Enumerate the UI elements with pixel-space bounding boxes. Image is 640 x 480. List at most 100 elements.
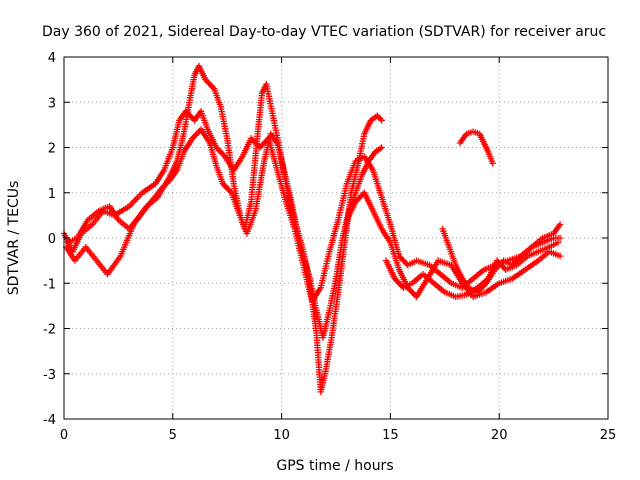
data-point-marker [361, 119, 374, 138]
data-point-marker [419, 271, 436, 285]
x-tick-label: 25 [600, 428, 617, 443]
data-point-marker [469, 268, 486, 282]
data-point-marker [448, 280, 464, 291]
data-point-marker [126, 214, 142, 233]
data-point-marker [180, 96, 193, 138]
data-point-marker [335, 182, 350, 224]
data-point-marker [180, 137, 195, 156]
data-point-marker [369, 207, 384, 231]
data-point-marker [306, 275, 320, 312]
series-track-7 [382, 239, 562, 300]
data-point-marker [482, 281, 501, 296]
data-point-marker [167, 168, 179, 183]
data-point-marker [317, 250, 333, 291]
data-point-marker [187, 74, 198, 101]
data-point-marker [452, 261, 465, 280]
data-point-marker [293, 225, 306, 257]
data-point-marker [204, 126, 219, 149]
data-point-marker [210, 85, 224, 108]
data-point-marker [413, 277, 430, 300]
data-point-marker [84, 209, 101, 224]
data-point-marker [147, 187, 164, 205]
data-point-marker [513, 254, 529, 269]
data-point-marker [528, 236, 545, 251]
data-point-marker [437, 271, 453, 285]
data-point-marker [328, 291, 341, 341]
data-point-marker [252, 160, 267, 215]
data-point-marker [546, 240, 559, 251]
data-point-marker [152, 168, 167, 187]
data-point-marker [202, 76, 216, 91]
y-axis-label: SDTVAR / TECUs [6, 181, 22, 296]
data-point-marker [352, 173, 365, 196]
data-point-marker [509, 267, 527, 282]
data-point-marker [539, 231, 555, 242]
data-series [60, 62, 564, 396]
data-point-marker [361, 189, 376, 212]
series-track-4 [343, 189, 564, 300]
data-point-marker [73, 218, 90, 242]
data-point-marker [130, 205, 149, 228]
y-tick-label: 0 [48, 232, 56, 247]
data-point-marker [254, 92, 265, 138]
data-point-marker [496, 276, 514, 287]
data-point-marker [213, 144, 227, 159]
axis-ticks: 0 5 10 15 20 25 -4 -3 -2 -1 0 1 2 3 4 [43, 51, 616, 443]
data-point-marker [95, 204, 111, 215]
data-point-marker [115, 216, 131, 231]
data-point-marker [197, 108, 210, 131]
data-point-marker [332, 237, 346, 282]
data-point-marker [435, 257, 453, 268]
x-tick-label: 5 [169, 428, 177, 443]
data-point-marker [502, 262, 518, 273]
data-point-marker [174, 151, 187, 174]
data-point-marker [524, 249, 540, 260]
x-tick-label: 0 [60, 428, 68, 443]
data-point-marker [378, 194, 393, 226]
data-point-marker [463, 129, 475, 138]
data-point-marker [106, 203, 121, 222]
data-point-marker [500, 257, 514, 268]
data-point-marker [469, 128, 481, 137]
data-point-marker [554, 239, 562, 246]
data-point-marker [387, 221, 402, 257]
data-point-marker [82, 243, 99, 262]
data-point-marker [343, 200, 358, 224]
data-point-marker [489, 160, 496, 167]
data-point-marker [365, 150, 378, 165]
data-point-marker [65, 235, 79, 246]
data-point-marker [463, 285, 479, 298]
y-tick-label: 3 [48, 96, 56, 111]
data-point-marker [326, 219, 341, 255]
data-point-marker [263, 80, 276, 117]
y-tick-label: 4 [48, 51, 56, 66]
y-tick-label: -2 [43, 323, 56, 338]
data-point-marker [234, 207, 250, 235]
y-tick-label: 1 [48, 187, 56, 202]
y-tick-label: -3 [43, 368, 56, 383]
data-point-marker [137, 200, 153, 219]
x-tick-label: 20 [491, 428, 508, 443]
data-point-marker [378, 144, 385, 151]
y-tick-label: -4 [43, 413, 56, 428]
data-point-marker [400, 281, 414, 291]
data-point-marker [274, 166, 289, 203]
data-point-marker [343, 160, 358, 187]
data-point-marker [319, 309, 333, 341]
data-point-marker [404, 258, 418, 269]
data-point-marker [160, 146, 176, 174]
data-point-marker [409, 272, 425, 287]
data-point-marker [228, 189, 241, 212]
data-point-marker [256, 136, 271, 151]
x-axis-label: GPS time / hours [276, 458, 393, 474]
data-point-marker [300, 252, 313, 280]
data-point-marker [550, 234, 562, 242]
data-point-marker [517, 245, 534, 260]
data-point-marker [413, 257, 431, 268]
x-tick-label: 15 [382, 428, 399, 443]
data-point-marker [556, 252, 564, 260]
data-point-marker [267, 130, 280, 145]
data-point-marker [224, 135, 237, 185]
data-point-marker [126, 191, 144, 210]
chart-title: Day 360 of 2021, Sidereal Day-to-day VTE… [42, 24, 606, 40]
